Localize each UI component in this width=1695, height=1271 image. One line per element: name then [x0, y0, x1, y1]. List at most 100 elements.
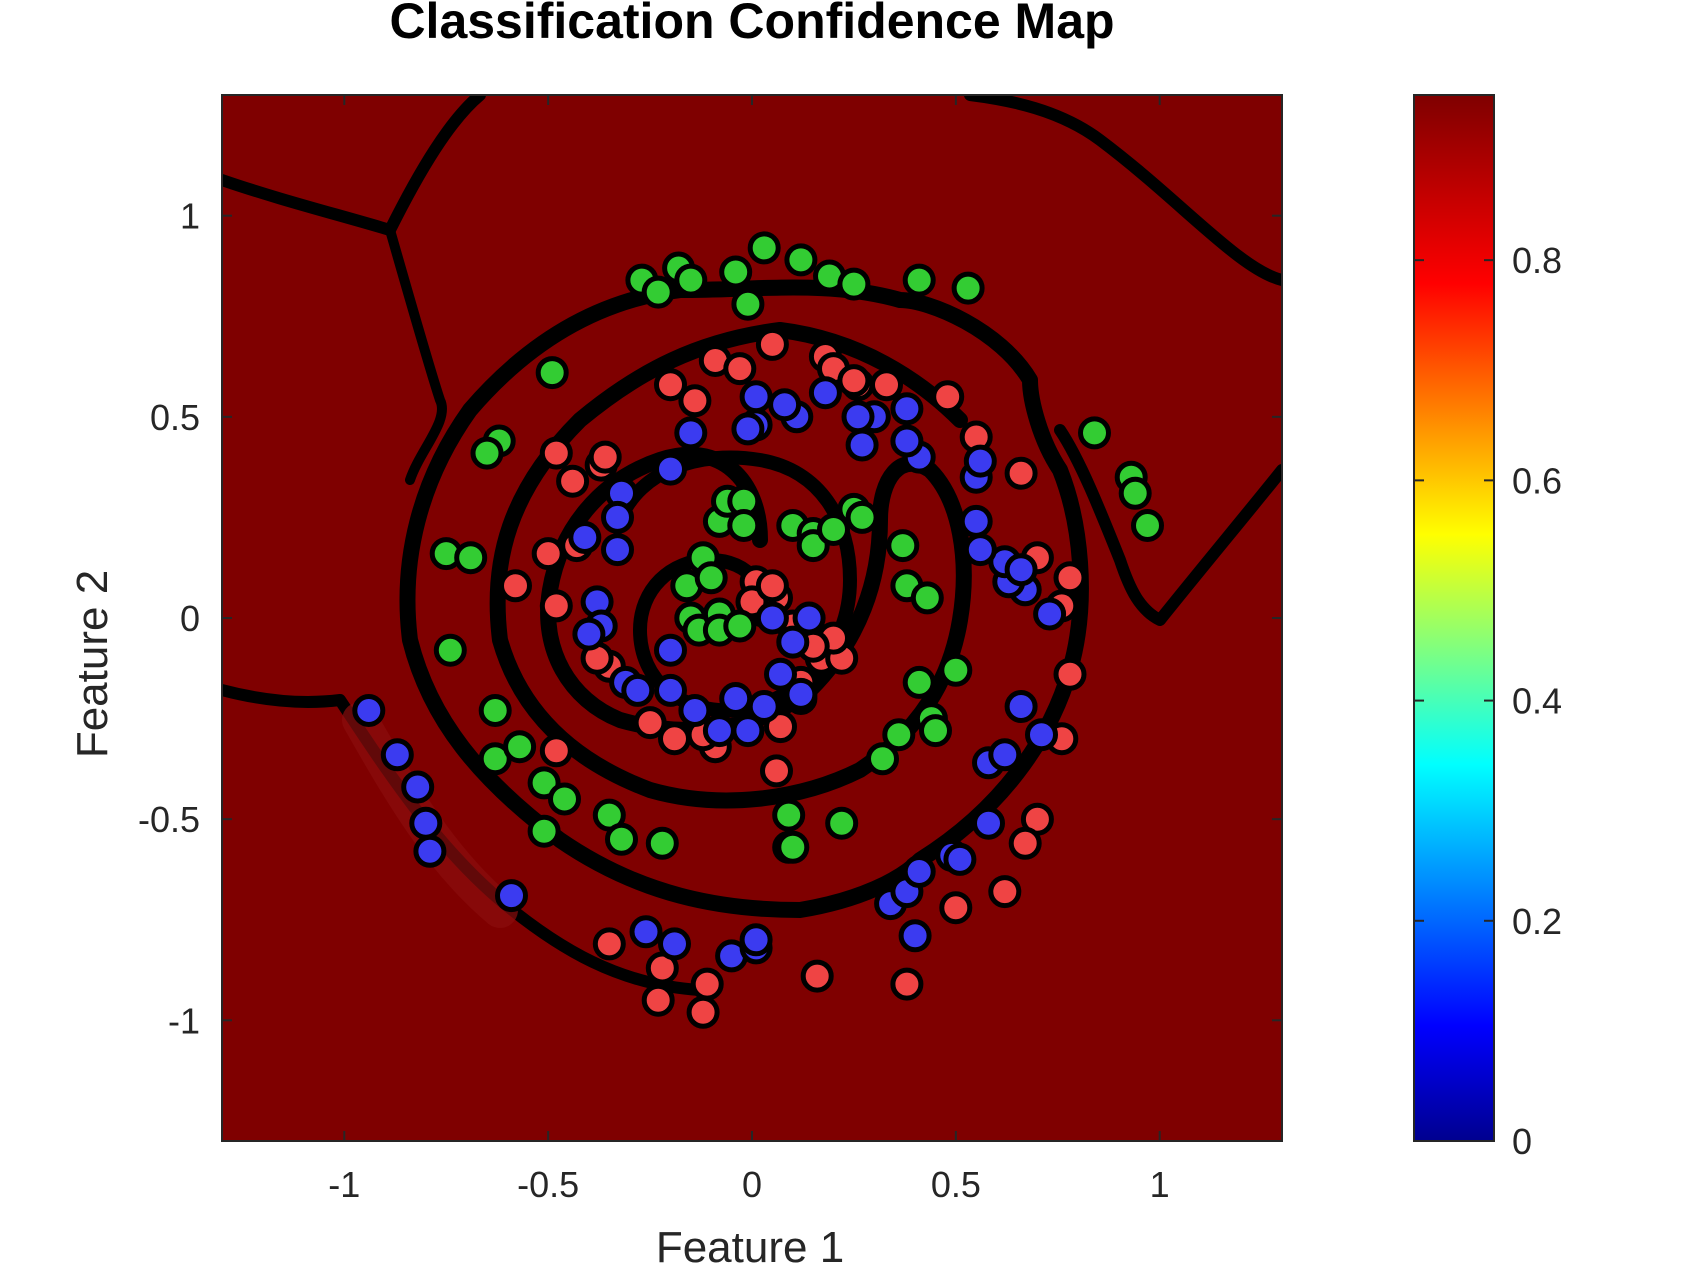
- x-tick-label: 0: [742, 1164, 762, 1205]
- y-tick-label: 0: [180, 598, 200, 639]
- colorbar-tick-label: 0.8: [1512, 240, 1562, 281]
- scatter-point-s0-25: [539, 589, 573, 623]
- scatter-point-s2-21: [1025, 718, 1058, 752]
- y-tick-label: -1: [168, 1000, 200, 1041]
- scatter-point-s1-20: [454, 541, 488, 575]
- scatter-point-s0-13: [1008, 826, 1042, 860]
- scatter-point-s1-24: [503, 730, 537, 764]
- scatter-point-s2-20: [1004, 690, 1038, 723]
- scatter-point-s1-35: [882, 718, 916, 752]
- scatter-point-s2-56: [678, 694, 712, 727]
- scatter-point-s2-65: [784, 677, 818, 711]
- scatter-point-s1-38: [919, 714, 952, 748]
- colorbar-tick-label: 0: [1512, 1121, 1532, 1162]
- scatter-point-s2-51: [572, 617, 606, 651]
- scatter-point-s0-14: [988, 875, 1022, 909]
- scatter-point-s0-3: [870, 368, 903, 402]
- scatter-point-s2-57: [702, 714, 736, 748]
- scatter-point-s0-18: [690, 967, 724, 1001]
- scatter-point-s2-3: [409, 806, 443, 840]
- colorbar-tick-label: 0.2: [1512, 901, 1562, 942]
- scatter-point-s1-14: [1118, 476, 1152, 510]
- scatter-markers: [352, 231, 1164, 1029]
- scatter-point-s2-33: [890, 392, 924, 426]
- scatter-point-s1-10: [902, 263, 936, 297]
- scatter-point-s2-36: [845, 428, 879, 462]
- scatter-point-s0-35: [723, 352, 757, 386]
- scatter-point-s2-28: [959, 504, 993, 538]
- scatter-point-s0-24: [499, 569, 532, 603]
- colorbar-ticks: 0 0.2 0.4 0.6 0.8: [1414, 240, 1562, 1162]
- scatter-point-s0-19: [686, 995, 720, 1029]
- scatter-point-s2-26: [1004, 553, 1038, 587]
- scatter-point-s0-51: [760, 754, 793, 788]
- scatter-point-s2-62: [764, 657, 797, 691]
- x-tick-label: -0.5: [517, 1164, 579, 1205]
- colorbar-tick-label: 0.4: [1512, 681, 1562, 722]
- scatter-point-s0-8: [1053, 561, 1087, 595]
- scatter-point-s1-7: [784, 243, 818, 277]
- scatter-point-s1-27: [527, 814, 561, 848]
- scatter-point-s2-42: [731, 412, 765, 446]
- scatter-point-s2-37: [808, 376, 842, 410]
- x-tick-label: 1: [1150, 1164, 1170, 1205]
- scatter-point-s1-29: [605, 822, 638, 856]
- scatter-point-s1-16: [535, 356, 569, 390]
- scatter-point-s2-43: [674, 416, 708, 450]
- scatter-point-s2-7: [658, 927, 691, 961]
- scatter-point-s0-33: [678, 384, 712, 418]
- scatter-point-s0-31: [588, 440, 622, 474]
- scatter-point-s0-15: [939, 891, 973, 925]
- scatter-point-s2-58: [719, 682, 753, 715]
- scatter-point-s2-17: [972, 806, 1005, 840]
- scatter-point-s0-20: [641, 983, 675, 1017]
- scatter-point-s1-15: [1131, 509, 1164, 542]
- scatter-point-s2-0: [352, 694, 386, 727]
- scatter-point-s1-44: [845, 500, 879, 534]
- scatter-point-s1-9: [837, 267, 871, 301]
- scatter-point-s0-32: [654, 368, 687, 402]
- scatter-point-s1-26: [548, 782, 581, 816]
- scatter-point-s2-47: [601, 533, 634, 567]
- scatter-point-s0-22: [592, 927, 626, 961]
- scatter-point-s2-27: [963, 533, 997, 567]
- scatter-point-s1-40: [886, 529, 920, 563]
- scatter-point-s0-6: [1004, 456, 1038, 490]
- colorbar: [1413, 94, 1495, 1142]
- scatter-point-s0-10: [1053, 657, 1087, 691]
- scatter-point-s2-60: [747, 690, 781, 723]
- scatter-point-s0-39: [658, 722, 691, 756]
- scatter-point-s1-12: [1078, 416, 1111, 450]
- scatter-point-s2-46: [601, 500, 634, 534]
- scatter-point-s1-4: [719, 255, 753, 289]
- y-axis-label: Feature 2: [68, 570, 117, 758]
- scatter-point-s2-22: [1033, 597, 1067, 631]
- scatter-point-s0-28: [556, 464, 590, 498]
- scatter-point-s1-52: [727, 509, 761, 542]
- scatter-point-s1-30: [645, 826, 679, 860]
- scatter-point-s1-42: [910, 581, 944, 615]
- scatter-point-s1-18: [470, 436, 504, 470]
- scatter-point-s2-44: [654, 452, 687, 486]
- scatter-point-s1-3: [674, 263, 708, 297]
- scatter-point-s1-59: [723, 609, 757, 643]
- x-tick-label: -1: [328, 1164, 360, 1205]
- scatter-point-s0-29: [539, 436, 573, 470]
- scatter-point-s2-13: [902, 855, 936, 888]
- scatter-point-s2-6: [629, 915, 663, 949]
- scatter-point-s1-21: [433, 633, 467, 667]
- scatter-point-s0-56: [755, 569, 789, 603]
- y-tick-label: 0.5: [150, 397, 200, 438]
- scatter-point-s2-59: [731, 714, 765, 748]
- chart-title: Classification Confidence Map: [389, 0, 1114, 49]
- scatter-point-s0-16: [890, 967, 924, 1001]
- scatter-point-s1-5: [731, 287, 765, 321]
- scatter-point-s1-60: [694, 561, 728, 595]
- x-axis-ticks: -1 -0.5 0 0.5 1: [328, 95, 1170, 1205]
- scatter-point-s2-61: [755, 601, 789, 635]
- scatter-point-s2-4: [413, 834, 447, 868]
- scatter-point-s0-26: [531, 537, 565, 571]
- boundary-upper-left-b: [385, 225, 447, 485]
- scatter-point-s1-22: [478, 694, 512, 727]
- boundary-right: [1054, 424, 1282, 626]
